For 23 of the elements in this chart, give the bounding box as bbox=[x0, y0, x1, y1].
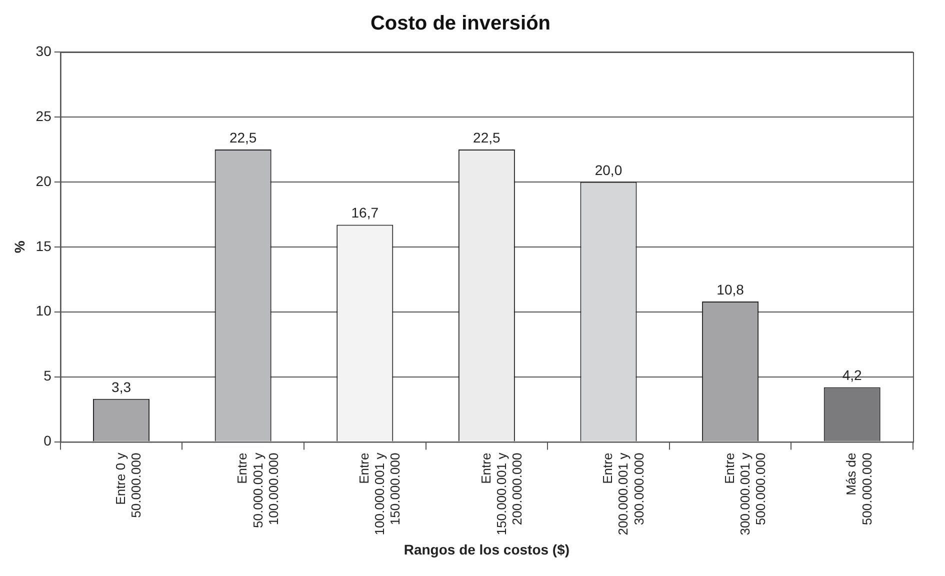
data-label: 22,5 bbox=[229, 129, 257, 146]
y-tick-label: 20 bbox=[36, 172, 52, 189]
x-tick-label: Entre 300.000.001 y 500.000.000 bbox=[722, 452, 768, 536]
chart-title: Costo de inversión bbox=[370, 12, 551, 35]
x-tick-label: Entre 100.000.001 y 150.000.000 bbox=[356, 452, 403, 536]
data-label: 16,7 bbox=[351, 204, 379, 221]
x-tick-label: Entre 50.000.001 y 100.000.000 bbox=[234, 452, 281, 528]
x-tick-label: Entre 150.000.001 y 200.000.000 bbox=[478, 452, 524, 536]
y-tick-label: 25 bbox=[36, 108, 52, 124]
x-tick-label: Entre 0 y 50.000.000 bbox=[112, 452, 144, 518]
y-axis-title: % bbox=[11, 240, 28, 254]
y-tick-label: 0 bbox=[44, 432, 52, 449]
data-label: 3,3 bbox=[112, 378, 132, 395]
data-label: 10,8 bbox=[716, 281, 744, 298]
x-axis-title: Rangos de los costos ($) bbox=[404, 541, 570, 558]
x-tick-label: Entre 200.000.001 y 300.000.000 bbox=[600, 452, 646, 536]
y-tick-label: 10 bbox=[36, 302, 52, 319]
y-tick-label: 5 bbox=[44, 368, 52, 384]
data-label: 22,5 bbox=[473, 129, 501, 146]
y-tick-label: 30 bbox=[36, 42, 52, 59]
data-label: 20,0 bbox=[594, 162, 622, 178]
y-tick-label: 15 bbox=[36, 238, 52, 254]
x-tick-label: Más de 500.000.000 bbox=[844, 452, 874, 526]
